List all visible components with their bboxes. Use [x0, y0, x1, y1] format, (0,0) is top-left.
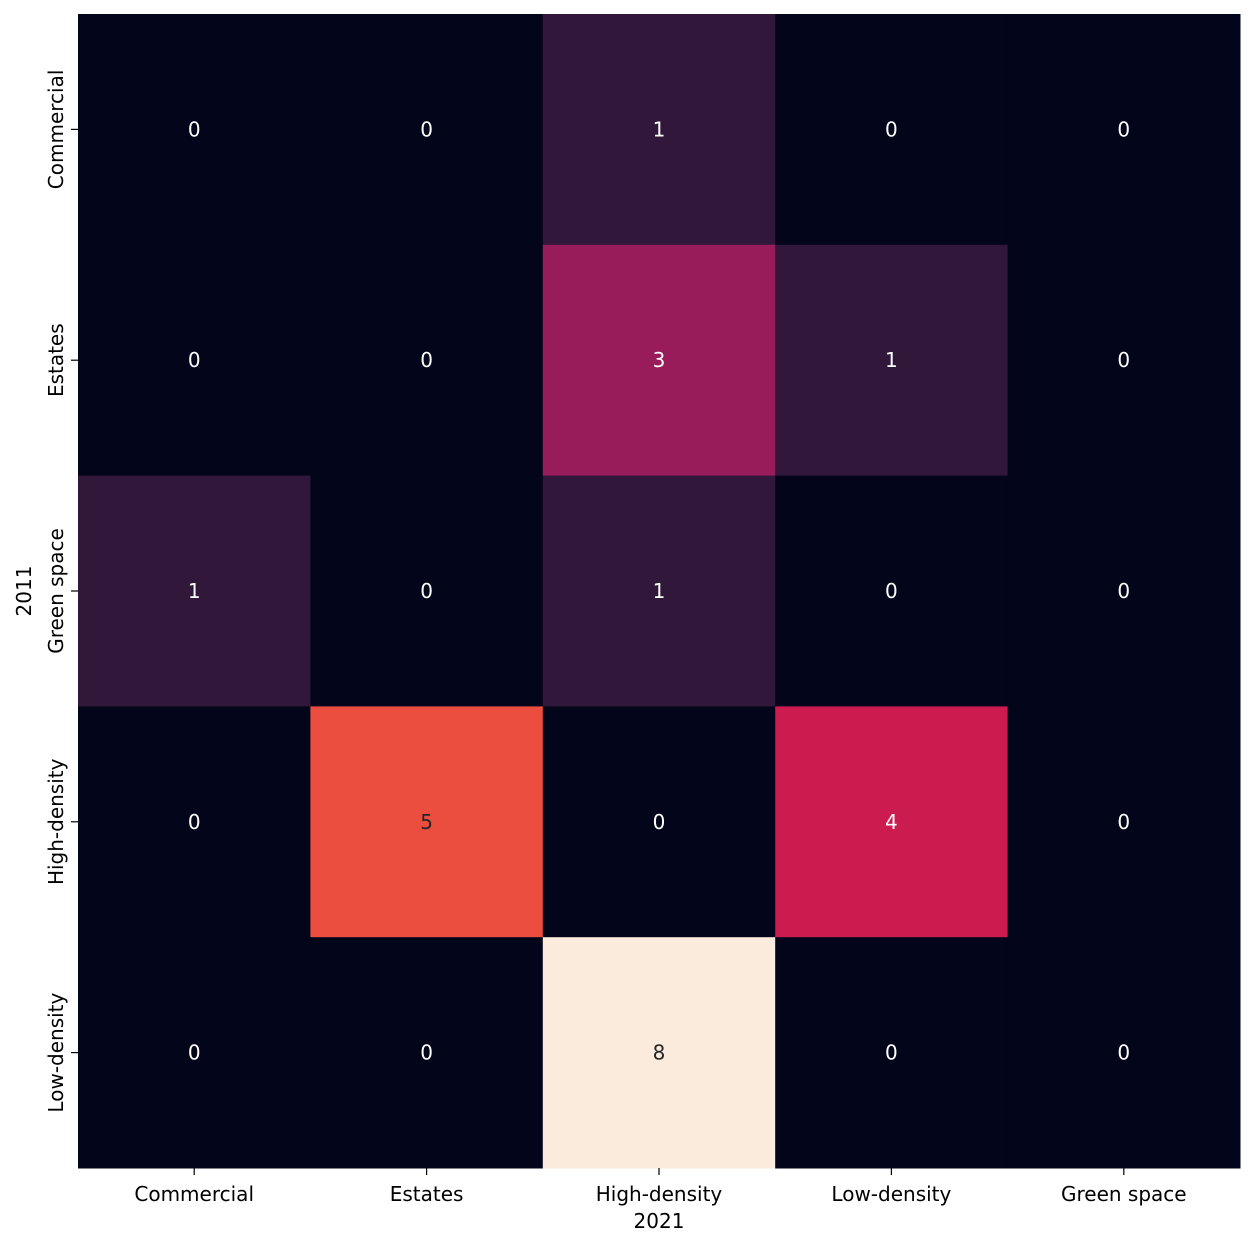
cell-value-label: 1: [188, 579, 201, 603]
cell-value-label: 1: [885, 348, 898, 372]
cell-value-label: 0: [1117, 1041, 1130, 1065]
heatmap-cell: [542, 244, 776, 477]
heatmap-cell: [542, 14, 776, 246]
y-axis-label: 2011: [12, 566, 36, 617]
heatmap-cell: [1007, 14, 1241, 246]
heatmap-cell: [775, 244, 1009, 477]
x-tick-label: High-density: [596, 1182, 723, 1206]
heatmap-cell: [78, 706, 311, 938]
x-axis-ticks: Commercial Estates High-density Low-density…: [134, 1168, 1187, 1206]
heatmap-cell: [310, 244, 544, 477]
cell-value-label: 0: [188, 1041, 201, 1065]
cell-value-label: 0: [188, 348, 201, 372]
x-tick-label: Estates: [390, 1182, 464, 1206]
cell-value-label: 0: [420, 348, 433, 372]
cell-value-label: 0: [188, 810, 201, 834]
y-axis-ticks: Commercial Estates Green space High-density…: [44, 70, 78, 1113]
heatmap-cell: [78, 14, 311, 246]
x-tick-label: Green space: [1061, 1182, 1187, 1206]
y-tick-label: High-density: [44, 758, 68, 885]
heatmap-cell: [1007, 706, 1241, 938]
heatmap-cell: [1007, 937, 1241, 1169]
cell-value-label: 0: [1117, 810, 1130, 834]
y-tick-label: Commercial: [44, 70, 68, 190]
cell-value-label: 0: [1117, 117, 1130, 141]
cell-value-label: 3: [653, 348, 666, 372]
cell-value-label: 0: [420, 579, 433, 603]
heatmap-cell: [310, 475, 544, 707]
cell-annotations: 0 0 1 0 0 0 0 3 1 0 1 0 1 0 0 0 5 0 4 0 0 0 8 0 0: [188, 117, 1130, 1064]
heatmap-cell: [1007, 475, 1241, 707]
heatmap-cell: [775, 706, 1009, 938]
cell-value-label: 0: [1117, 579, 1130, 603]
cell-value-label: 0: [885, 1041, 898, 1065]
y-tick-label: Low-density: [44, 992, 68, 1112]
cell-value-label: 0: [420, 117, 433, 141]
heatmap-cell: [310, 14, 544, 246]
cell-value-label: 0: [420, 1041, 433, 1065]
y-tick-label: Estates: [44, 323, 68, 397]
cell-value-label: 0: [885, 117, 898, 141]
heatmap-cell: [310, 937, 544, 1169]
cell-value-label: 5: [420, 810, 433, 834]
heatmap-cell: [310, 706, 544, 938]
cell-value-label: 1: [653, 579, 666, 603]
cell-value-label: 0: [1117, 348, 1130, 372]
cell-value-label: 0: [188, 117, 201, 141]
heatmap-cell: [542, 937, 776, 1169]
heatmap-cell: [775, 937, 1009, 1169]
y-tick-label: Green space: [44, 528, 68, 654]
heatmap-cell: [775, 14, 1009, 246]
cell-value-label: 1: [653, 117, 666, 141]
heatmap-cell: [542, 706, 776, 938]
heatmap-cells: [78, 14, 1241, 1169]
cell-value-label: 4: [885, 810, 898, 834]
heatmap-cell: [78, 475, 311, 707]
x-axis-label: 2021: [634, 1209, 685, 1233]
heatmap-cell: [1007, 244, 1241, 477]
heatmap-cell: [78, 244, 311, 477]
cell-value-label: 0: [653, 810, 666, 834]
heatmap-cell: [775, 475, 1009, 707]
cell-value-label: 8: [653, 1041, 666, 1065]
heatmap-cell: [78, 937, 311, 1169]
cell-value-label: 0: [885, 579, 898, 603]
x-tick-label: Low-density: [831, 1182, 951, 1206]
heatmap-cell: [542, 475, 776, 707]
x-tick-label: Commercial: [134, 1182, 254, 1206]
